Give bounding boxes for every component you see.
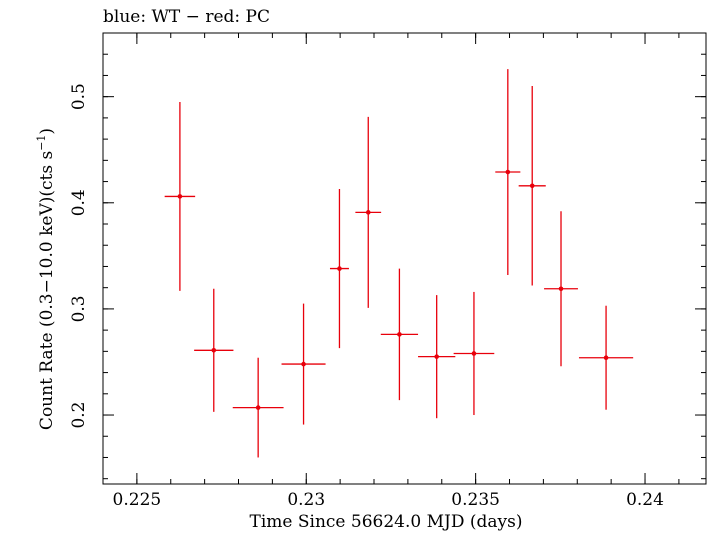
- data-point: [558, 286, 564, 292]
- data-point: [365, 210, 371, 215]
- data-point: [177, 194, 183, 199]
- y-tick-label: 0.3: [69, 295, 89, 322]
- plot-frame: [102, 32, 707, 485]
- y-axis-label-close: ): [37, 128, 57, 135]
- x-tick-label: 0.235: [451, 490, 500, 510]
- data-point: [211, 347, 217, 353]
- y-tick-label: 0.5: [69, 83, 89, 110]
- x-tick-label: 0.23: [287, 490, 325, 510]
- data-point: [337, 266, 342, 271]
- chart-title: blue: WT − red: PC: [103, 7, 270, 27]
- data-point: [397, 332, 402, 337]
- data-point: [255, 405, 261, 410]
- y-tick-label: 0.4: [69, 189, 89, 216]
- x-tick-label: 0.225: [113, 490, 162, 510]
- y-axis-label: Count Rate (0.3−10.0 keV)(cts s−1): [35, 128, 57, 430]
- y-axis-label-superscript: −1: [35, 135, 48, 151]
- axes: 0.225 0.23 0.235 0.24 0.2 0.3 0.4 0.5: [69, 32, 707, 510]
- data-point: [505, 169, 511, 175]
- data-point: [603, 355, 609, 361]
- data-point: [529, 183, 535, 189]
- data-point: [434, 354, 439, 359]
- x-axis-label: Time Since 56624.0 MJD (days): [250, 512, 523, 532]
- data-point: [471, 351, 477, 356]
- y-axis-label-main: Count Rate (0.3−10.0 keV)(cts s: [37, 151, 57, 430]
- y-tick-label: 0.2: [69, 402, 89, 429]
- x-tick-label: 0.24: [626, 490, 664, 510]
- data-marks: [164, 69, 634, 458]
- data-point: [301, 361, 306, 367]
